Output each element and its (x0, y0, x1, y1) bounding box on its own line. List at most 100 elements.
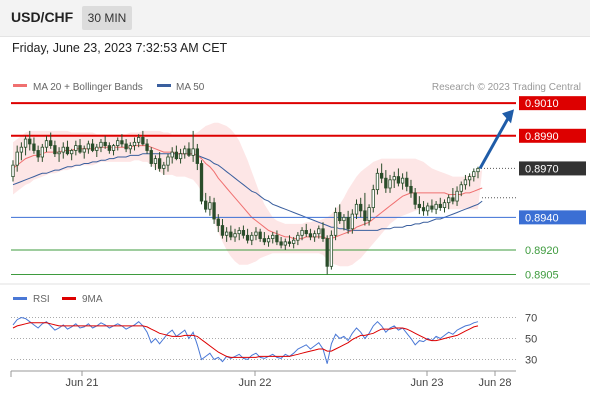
candle (157, 152, 162, 172)
candle-body (275, 234, 279, 243)
candle (451, 188, 455, 205)
candle-body (363, 210, 367, 222)
candle-body (137, 137, 141, 143)
candle-body (417, 203, 421, 208)
candle-body (149, 150, 153, 164)
candle (103, 135, 107, 149)
candle (15, 145, 19, 172)
candle-body (338, 212, 342, 222)
candle (333, 207, 338, 241)
candle-body (409, 185, 413, 194)
candle (57, 147, 61, 162)
candle (421, 201, 426, 216)
candle-body (86, 143, 91, 150)
price-label-0.8905: 0.8905 (525, 269, 559, 281)
candle (216, 214, 220, 233)
candle-body (82, 148, 86, 153)
candle-body (329, 234, 334, 267)
candle-body (157, 158, 162, 169)
candle (199, 160, 204, 205)
candle-body (258, 231, 262, 239)
candle (283, 238, 287, 250)
candle-body (95, 146, 99, 151)
candle (400, 173, 405, 190)
price-tag-0.9010 (519, 96, 586, 111)
candle (308, 228, 313, 241)
candle (69, 148, 74, 161)
candle-body (36, 150, 40, 158)
candle (321, 222, 325, 242)
candle (107, 142, 111, 154)
candle (241, 225, 246, 239)
candle (325, 235, 329, 275)
candle (405, 171, 409, 192)
candle-body (308, 233, 313, 238)
candle-body (204, 200, 208, 210)
candle-body (426, 205, 430, 212)
candle-body (212, 202, 216, 220)
candle-body (220, 225, 225, 236)
candle-body (120, 140, 124, 145)
candle (292, 236, 296, 249)
candle-body (187, 148, 191, 156)
candle (195, 143, 199, 171)
candle-body (405, 177, 409, 187)
timeframe-button[interactable]: 30 MIN (82, 6, 132, 30)
candle (36, 145, 40, 162)
rsi-legend-label: RSI (33, 294, 50, 305)
candle-body (145, 143, 149, 151)
symbol-title: USD/CHF (11, 9, 74, 25)
ma20-legend-label: MA 20 + Bollinger Bands (33, 82, 143, 93)
candle (145, 139, 149, 154)
candle (162, 161, 166, 175)
x-tick-label: Jun 28 (478, 377, 511, 389)
candle (78, 139, 82, 154)
x-tick-label: Jun 23 (410, 377, 443, 389)
candle (44, 135, 49, 153)
candle (426, 202, 430, 216)
candle (329, 230, 334, 270)
candle (137, 134, 141, 148)
candle-body (40, 146, 44, 158)
candle (141, 130, 145, 146)
candle (359, 197, 363, 218)
candle (463, 174, 468, 190)
candle (23, 135, 28, 156)
candle-body (292, 239, 296, 244)
candle (392, 171, 396, 188)
candle-body (23, 138, 28, 148)
candle-body (342, 216, 346, 222)
candle (300, 227, 304, 241)
candle (153, 155, 158, 171)
candle (170, 147, 174, 164)
candle (187, 142, 191, 157)
candle-body (325, 238, 329, 267)
main-plot: 0.9010 0.8990 0.8970 0.8940 0.8920 0.8905 (11, 96, 586, 281)
candle (95, 143, 99, 157)
candle-body (166, 156, 170, 166)
candle-body (271, 234, 275, 239)
candle-body (472, 171, 476, 177)
candle-body (438, 203, 442, 208)
candle (208, 196, 212, 216)
candle-body (124, 143, 128, 150)
candle-body (57, 151, 61, 155)
candle (224, 227, 229, 242)
candle-body (32, 143, 36, 151)
candle-body (224, 231, 229, 236)
candle-body (178, 153, 183, 160)
candle (346, 210, 350, 234)
candle-body (396, 176, 401, 184)
candle-body (74, 145, 78, 151)
candle-body (333, 212, 338, 236)
rsi-plot: 70 50 30 (11, 313, 537, 367)
candle-body (49, 140, 53, 146)
candle (354, 199, 359, 219)
candle-body (359, 203, 363, 212)
candle-body (250, 234, 254, 241)
candle-body (350, 213, 354, 230)
candle-body (128, 145, 132, 150)
candle (99, 139, 103, 153)
candle (32, 137, 36, 154)
candle-body (15, 151, 19, 166)
